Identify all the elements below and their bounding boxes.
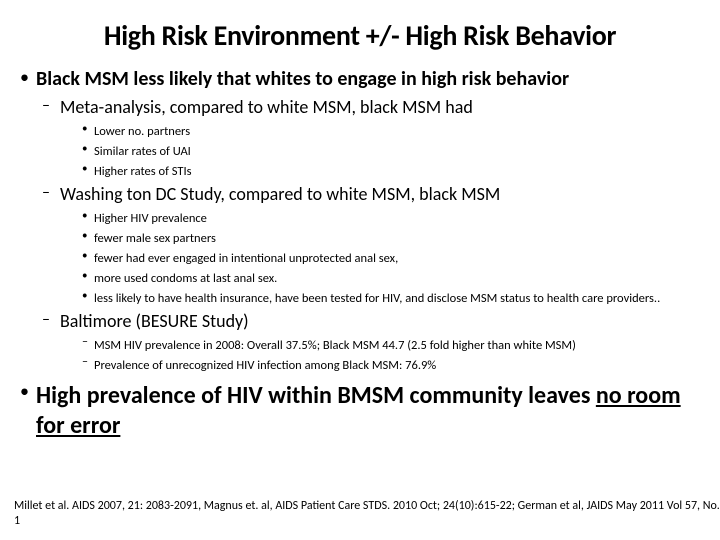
- dc-item-3: more used condoms at last anal sex.: [78, 268, 706, 288]
- bullet-1: Black MSM less likely that whites to eng…: [14, 67, 706, 375]
- bullet-2: High prevalence of HIV within BMSM commu…: [14, 381, 706, 441]
- sub-meta-analysis: Meta-analysis, compared to white MSM, bl…: [36, 96, 706, 181]
- level2-list-1: Meta-analysis, compared to white MSM, bl…: [36, 96, 706, 375]
- dc-item-1: fewer male sex partners: [78, 228, 706, 248]
- dc-item-0: Higher HIV prevalence: [78, 208, 706, 228]
- sub-meta-analysis-text: Meta-analysis, compared to white MSM, bl…: [60, 96, 706, 119]
- sub-baltimore-text: Baltimore (BESURE Study): [60, 310, 706, 333]
- bullet-1-text: Black MSM less likely that whites to eng…: [36, 67, 706, 92]
- dc-item-4: less likely to have health insurance, ha…: [78, 288, 706, 308]
- sub-dc-study: Washing ton DC Study, compared to white …: [36, 183, 706, 308]
- meta-item-0: Lower no. partners: [78, 121, 706, 141]
- balt-item-1: Prevalence of unrecognized HIV infection…: [78, 355, 706, 375]
- dc-item-2: fewer had ever engaged in intentional un…: [78, 248, 706, 268]
- sub-baltimore: Baltimore (BESURE Study) MSM HIV prevale…: [36, 310, 706, 375]
- level1-list: Black MSM less likely that whites to eng…: [14, 67, 706, 441]
- sub-dc-study-text: Washing ton DC Study, compared to white …: [60, 183, 706, 206]
- meta-item-2: Higher rates of STIs: [78, 161, 706, 181]
- level3-list-dc: Higher HIV prevalence fewer male sex par…: [60, 208, 706, 307]
- balt-item-0: MSM HIV prevalence in 2008: Overall 37.5…: [78, 335, 706, 355]
- slide-title: High Risk Environment +/- High Risk Beha…: [14, 18, 706, 53]
- level3-list-baltimore: MSM HIV prevalence in 2008: Overall 37.5…: [60, 335, 706, 375]
- bullet-2-text: High prevalence of HIV within BMSM commu…: [36, 381, 706, 441]
- citation-text: Millet et al. AIDS 2007, 21: 2083-2091, …: [14, 499, 720, 530]
- meta-item-1: Similar rates of UAI: [78, 141, 706, 161]
- level3-list-meta: Lower no. partners Similar rates of UAI …: [60, 121, 706, 181]
- bullet-2-prefix: High prevalence of HIV within BMSM commu…: [36, 381, 596, 410]
